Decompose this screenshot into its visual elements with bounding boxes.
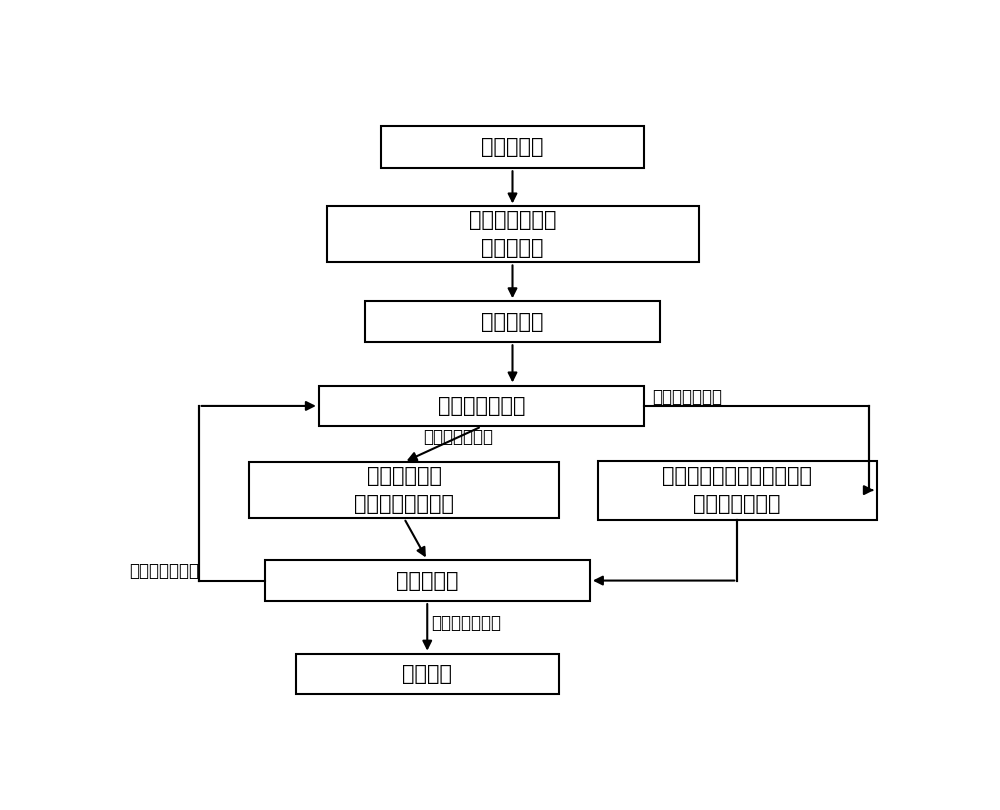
Text: 膜过滤开始: 膜过滤开始	[481, 137, 544, 157]
Bar	[264, 561, 590, 601]
Text: 低于预期参考值: 低于预期参考值	[652, 387, 722, 406]
Text: 在培养温度或低于培养温度
下用常温水回洗: 在培养温度或低于培养温度 下用常温水回洗	[662, 466, 812, 514]
Bar	[365, 301, 660, 342]
Bar	[326, 207, 698, 262]
Bar	[598, 461, 877, 520]
Text: 高于预期参考值: 高于预期参考值	[129, 562, 199, 580]
Text: 高于预期参考值: 高于预期参考值	[423, 428, 493, 446]
Text: 停止回洗: 停止回洗	[402, 664, 452, 684]
Bar	[249, 462, 559, 518]
Text: 检查膜差压: 检查膜差压	[396, 570, 458, 590]
Bar	[296, 654, 559, 694]
Text: 用高温水回洗
或改变高温水温度: 用高温水回洗 或改变高温水温度	[354, 466, 454, 514]
Text: 检查微生物浓度: 检查微生物浓度	[438, 396, 525, 416]
Text: 膜差压提高: 膜差压提高	[481, 312, 544, 332]
Bar	[319, 386, 644, 426]
Text: 微生物浓度监测
膜差压监测: 微生物浓度监测 膜差压监测	[469, 211, 556, 258]
Bar	[381, 126, 644, 168]
Text: 低于预期参考值: 低于预期参考值	[431, 614, 501, 632]
